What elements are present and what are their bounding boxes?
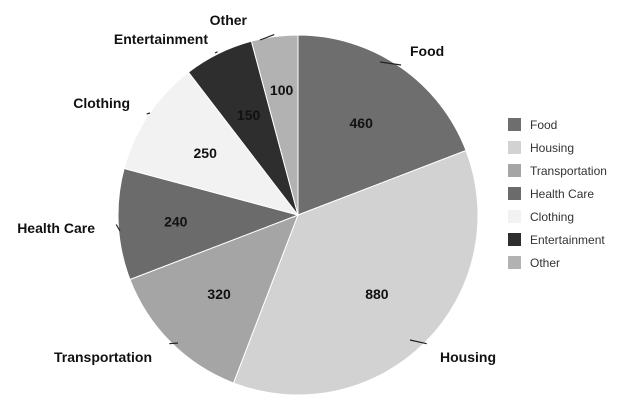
legend-label-entertainment: Entertainment <box>530 233 605 247</box>
category-labels: Food Housing Transportation Health Care Clot… <box>17 12 496 365</box>
legend-swatch-housing <box>508 141 521 154</box>
value-label-other: 100 <box>270 82 294 98</box>
leader-lines <box>115 34 427 345</box>
category-label-health-care: Health Care <box>17 220 95 236</box>
legend-swatch-clothing <box>508 210 521 223</box>
legend-swatch-food <box>508 118 521 131</box>
category-label-entertainment: Entertainment <box>114 31 208 47</box>
leader-line-food <box>379 61 402 66</box>
category-label-housing: Housing <box>440 349 496 365</box>
value-labels: 460 880 320 240 250 150 100 <box>164 82 389 302</box>
category-label-other: Other <box>210 12 248 28</box>
leader-line-housing <box>409 339 427 345</box>
leader-line-health-care <box>115 224 121 232</box>
slice-health-care <box>117 167 300 281</box>
leader-line-clothing <box>146 112 151 115</box>
pie-slices <box>117 34 479 395</box>
legend-swatch-other <box>508 256 521 269</box>
legend-label-food: Food <box>530 118 557 132</box>
value-label-housing: 880 <box>365 286 389 302</box>
legend-swatch-health-care <box>508 187 521 200</box>
slice-other <box>250 34 299 216</box>
value-label-food: 460 <box>350 115 374 131</box>
legend: Food Housing Transportation Health Care Clot… <box>508 118 607 270</box>
value-label-clothing: 250 <box>194 145 218 161</box>
value-label-transportation: 320 <box>207 286 231 302</box>
legend-swatch-transportation <box>508 164 521 177</box>
leader-line-transportation <box>169 342 179 345</box>
category-label-food: Food <box>410 43 444 59</box>
legend-swatch-entertainment <box>508 233 521 246</box>
legend-label-other: Other <box>530 256 560 270</box>
legend-label-transportation: Transportation <box>530 164 607 178</box>
category-label-clothing: Clothing <box>73 95 130 111</box>
legend-label-health-care: Health Care <box>530 187 594 201</box>
leader-line-entertainment <box>214 51 218 54</box>
category-label-transportation: Transportation <box>54 349 152 365</box>
leader-line-other <box>259 34 275 41</box>
slice-transportation <box>129 214 299 384</box>
slice-clothing <box>123 71 300 216</box>
value-label-entertainment: 150 <box>237 107 261 123</box>
slice-food <box>297 34 467 216</box>
value-label-health-care: 240 <box>164 213 188 229</box>
legend-label-clothing: Clothing <box>530 210 574 224</box>
legend-label-housing: Housing <box>530 141 574 155</box>
